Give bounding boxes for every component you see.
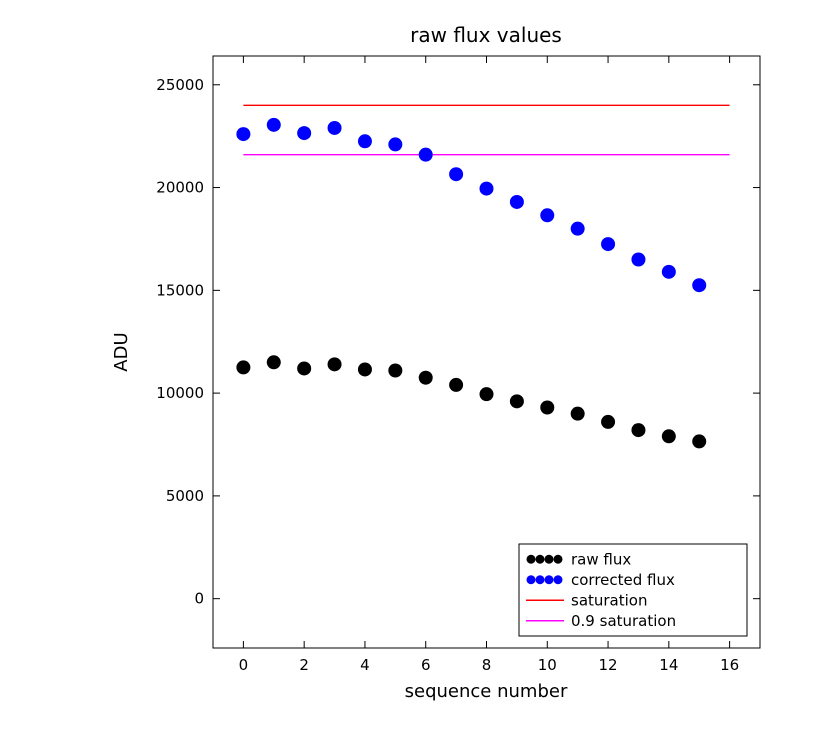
x-tick-label: 16 <box>720 656 739 674</box>
legend-marker-sample <box>526 554 536 564</box>
data-point-raw-flux <box>479 387 494 402</box>
x-tick-label: 6 <box>421 656 431 674</box>
data-point-raw-flux <box>236 360 251 375</box>
data-point-raw-flux <box>327 357 342 372</box>
legend: raw flux corrected flux saturation 0.9 satu… <box>518 543 748 637</box>
data-point-corrected-flux <box>236 127 251 142</box>
y-axis-label: ADU <box>111 332 132 371</box>
x-tick-label: 14 <box>659 656 678 674</box>
legend-marker-sample <box>535 554 545 564</box>
legend-marker-sample <box>553 554 563 564</box>
y-tick-label: 10000 <box>156 384 204 402</box>
data-point-raw-flux <box>357 362 372 377</box>
chart-title: raw flux values <box>410 23 562 47</box>
legend-marker-sample <box>526 575 536 585</box>
legend-marker-sample <box>553 575 563 585</box>
data-point-raw-flux <box>266 355 281 370</box>
legend-marker-sample <box>544 575 554 585</box>
legend-marker-sample <box>544 554 554 564</box>
y-tick-label: 5000 <box>166 487 204 505</box>
y-tick-label: 20000 <box>156 179 204 197</box>
series-points <box>236 117 707 449</box>
data-point-corrected-flux <box>297 126 312 141</box>
data-point-raw-flux <box>297 361 312 376</box>
legend-label: 0.9 saturation <box>571 612 676 630</box>
data-point-raw-flux <box>570 406 585 421</box>
legend-marker-sample <box>535 575 545 585</box>
data-point-corrected-flux <box>388 137 403 152</box>
x-tick-label: 8 <box>482 656 492 674</box>
x-tick-label: 12 <box>599 656 618 674</box>
axes-frame <box>212 55 761 649</box>
data-point-corrected-flux <box>418 147 433 162</box>
data-point-corrected-flux <box>266 117 281 132</box>
data-point-corrected-flux <box>601 237 616 252</box>
x-tick-label: 0 <box>239 656 249 674</box>
data-point-raw-flux <box>388 363 403 378</box>
data-point-corrected-flux <box>540 208 555 223</box>
axis-ticks <box>213 56 760 648</box>
data-point-raw-flux <box>661 429 676 444</box>
tick-labels: 0 2 4 6 8 10 12 14 16 0 5000 10000 15000 20000 25000 <box>156 76 739 674</box>
data-point-raw-flux <box>601 414 616 429</box>
y-tick-label: 0 <box>194 590 204 608</box>
x-tick-label: 4 <box>360 656 370 674</box>
data-point-corrected-flux <box>661 264 676 279</box>
data-point-corrected-flux <box>449 167 464 182</box>
data-point-raw-flux <box>540 400 555 415</box>
data-point-corrected-flux <box>327 120 342 135</box>
data-point-corrected-flux <box>570 221 585 236</box>
y-tick-label: 15000 <box>156 281 204 299</box>
data-point-raw-flux <box>509 394 524 409</box>
legend-label: corrected flux <box>571 571 675 589</box>
data-point-raw-flux <box>418 370 433 385</box>
legend-label: raw flux <box>571 550 631 568</box>
x-tick-label: 2 <box>299 656 309 674</box>
x-tick-label: 10 <box>538 656 557 674</box>
data-point-raw-flux <box>692 434 707 449</box>
data-point-raw-flux <box>631 423 646 438</box>
data-point-corrected-flux <box>357 134 372 149</box>
reference-lines <box>243 104 730 156</box>
data-point-corrected-flux <box>479 181 494 196</box>
x-axis-label: sequence number <box>405 681 568 702</box>
y-tick-label: 25000 <box>156 76 204 94</box>
legend-label: saturation <box>571 591 648 609</box>
data-point-raw-flux <box>449 377 464 392</box>
data-point-corrected-flux <box>692 278 707 293</box>
data-point-corrected-flux <box>631 252 646 267</box>
data-point-corrected-flux <box>509 194 524 209</box>
